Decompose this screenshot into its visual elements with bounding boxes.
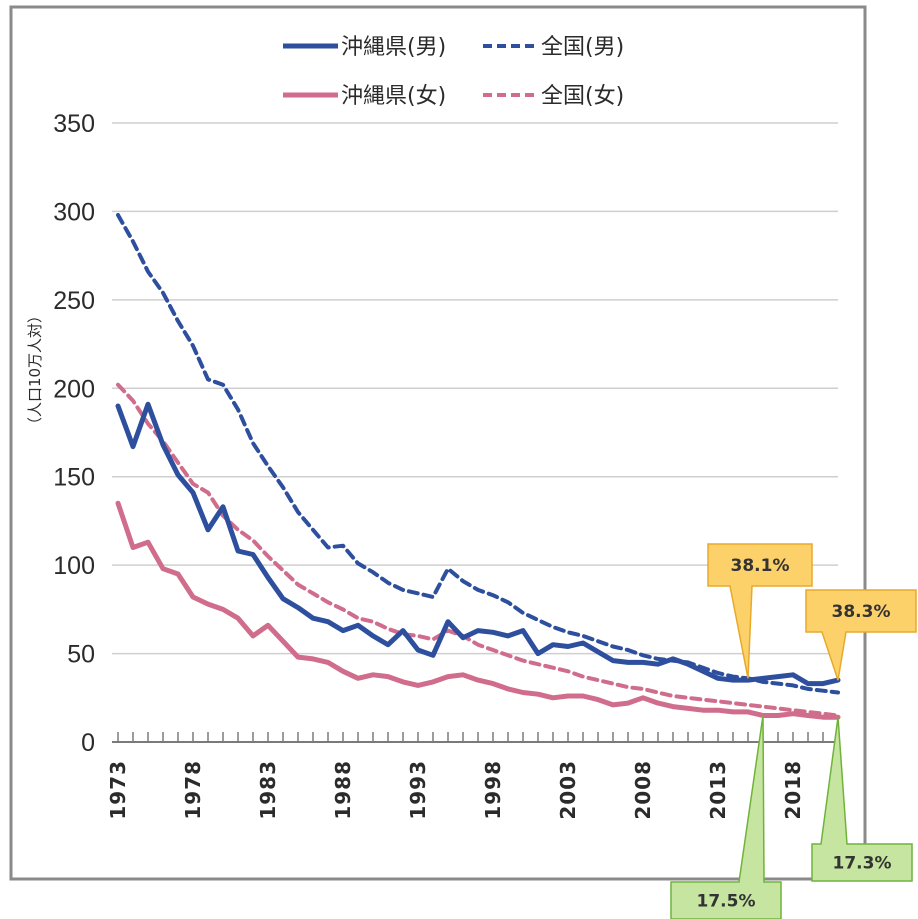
x-tick-label: 2018 — [781, 760, 805, 820]
series-line — [116, 213, 840, 695]
callout-box — [811, 717, 913, 882]
legend-label: 沖縄県(男) — [341, 35, 446, 60]
chart-frame — [9, 5, 867, 881]
y-tick-label: 150 — [53, 464, 95, 492]
callout-box — [805, 589, 917, 681]
x-tick-label: 1978 — [181, 760, 205, 820]
callouts: 38.1% 38.3% 17.5% 17.3% — [670, 543, 917, 919]
y-tick-label: 0 — [81, 729, 95, 757]
series-line — [115, 401, 841, 687]
y-tick-label: 250 — [53, 287, 95, 315]
legend-label: 沖縄県(女) — [341, 84, 446, 109]
legend-label: 全国(女) — [541, 84, 624, 109]
callout-label: 17.5% — [697, 892, 756, 912]
callout-label: 38.1% — [731, 556, 790, 576]
y-tick-label: 100 — [53, 552, 95, 580]
legend: 沖縄県(男) 全国(男) 沖縄県(女) 全国(女) — [283, 35, 624, 109]
x-tick-label: 1998 — [481, 760, 505, 820]
x-tick-label: 1988 — [331, 760, 355, 820]
y-axis-label: （人口10万人対） — [26, 308, 44, 432]
x-tick-label: 1973 — [106, 760, 130, 820]
y-tick-label: 50 — [67, 641, 95, 669]
grid-lines — [112, 122, 838, 655]
x-tick-labels: 1973 1978 1983 1988 1993 1998 2003 2008 2013 2018 — [106, 760, 805, 820]
x-tick-label: 2013 — [706, 760, 730, 820]
series-line — [116, 382, 840, 718]
x-tick-label: 2003 — [556, 760, 580, 820]
x-tick-label: 1983 — [256, 760, 280, 820]
y-tick-label: 300 — [53, 198, 95, 226]
y-tick-label: 200 — [53, 375, 95, 403]
callout-box — [707, 543, 813, 679]
callout-box — [670, 715, 782, 919]
y-tick-label: 350 — [53, 110, 95, 138]
x-tick-label: 2008 — [631, 760, 655, 820]
callout-label: 38.3% — [832, 602, 891, 622]
x-tick-label: 1993 — [406, 760, 430, 820]
y-tick-labels: 0 50 100 150 200 250 300 350 — [53, 110, 95, 757]
legend-label: 全国(男) — [541, 35, 624, 60]
callout-label: 17.3% — [833, 854, 892, 874]
series-line — [115, 500, 841, 720]
series-lines — [115, 213, 841, 720]
